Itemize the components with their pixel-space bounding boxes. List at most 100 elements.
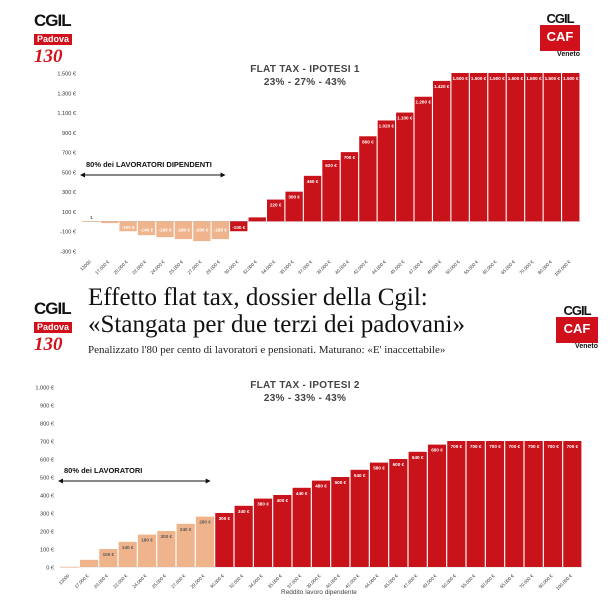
chart2-xtick-label: 34.000 € — [248, 573, 264, 589]
chart2-xtick-label: 40.000 € — [325, 573, 341, 589]
chart2-value-label: 180 € — [141, 538, 153, 543]
chart1-xtick-label: 32.000 € — [242, 259, 258, 275]
chart2-bar — [427, 444, 447, 567]
chart2-bar — [215, 513, 234, 567]
chart1-value-label: 300 € — [288, 195, 300, 200]
chart2-xtick-label: 65.000 € — [499, 573, 515, 589]
chart2-bar — [543, 441, 563, 567]
chart1-xtick-label: 34.000 € — [260, 259, 276, 275]
chart2-ytick-label: 900 € — [40, 404, 55, 410]
chart2-xtick-label: 25.000 € — [151, 573, 167, 589]
chart1-ytick-label: 700 € — [62, 151, 77, 157]
chart2-xtick-label: 13000 — [58, 573, 71, 586]
chart1-bar — [359, 136, 377, 222]
chart1-value-label: 1.500 € — [508, 76, 524, 81]
chart1-xtick-label: 60.000 € — [482, 259, 498, 275]
chart2-bar — [99, 549, 118, 567]
chart1-svg: -300 € -100 € 100 € 300 € 500 € 700 € 900 € 1.1… — [57, 72, 580, 277]
chart1-ytick-label: 300 € — [62, 190, 77, 196]
chart2-value-label: 700 € — [528, 444, 540, 449]
chart1-xtick-label: 39.000 € — [316, 259, 332, 275]
chart2-ytick-label: 0 € — [46, 566, 55, 572]
chart2-xtick-label: 42.000 € — [344, 573, 360, 589]
chart1-xtick-label: 17.000 € — [94, 259, 110, 275]
chart2-xtick-label: 100.000 € — [555, 573, 573, 591]
chart1-xtick-label: 20.000 € — [113, 259, 129, 275]
chart1-value-label: -100 € — [122, 225, 135, 230]
chart2-xtick-label: 55.000 € — [460, 573, 476, 589]
chart2-value-label: 200 € — [161, 534, 173, 539]
chart2-xtick-label: 44.000 € — [364, 573, 380, 589]
chart2-ytick-label: 100 € — [40, 548, 55, 554]
chart2-value-label: 680 € — [431, 448, 443, 453]
chart1-bar — [100, 221, 119, 224]
chart2-value-label: 380 € — [257, 502, 269, 507]
chart1-xtick-label: 65.000 € — [500, 259, 516, 275]
chart2-bar — [273, 495, 292, 567]
chart2-ytick-label: 400 € — [40, 494, 55, 500]
chart1-ytick-label: -300 € — [60, 250, 77, 256]
chart1-xtick-label: 35.000 € — [279, 259, 295, 275]
chart2-subtitle: 23% - 33% - 43% — [263, 393, 347, 404]
chart2-bar — [60, 567, 79, 568]
chart2-bar — [253, 498, 273, 567]
chart2-xtick-label: 35.000 € — [267, 573, 283, 589]
chart2-value-label: 700 € — [547, 444, 559, 449]
chart1-value-label: -180 € — [177, 227, 190, 232]
chart1-value-label: 1.500 € — [489, 76, 505, 81]
chart1-value-label: -18 € — [104, 217, 115, 222]
chart1-ytick-label: 1.100 € — [57, 111, 77, 117]
chart1-value-label: 860 € — [362, 139, 374, 144]
chart1-bar — [119, 221, 137, 232]
chart1-value-label: 460 € — [307, 179, 319, 184]
chart1-annotation-text: 80% dei LAVORATORI DIPENDENTI — [86, 160, 212, 169]
chart2-xtick-label: 39.000 € — [306, 573, 322, 589]
chart2-value-label: 700 € — [489, 444, 501, 449]
chart1-bar — [322, 160, 340, 222]
chart2-bar — [157, 531, 176, 567]
chart2-bar — [447, 441, 466, 567]
chart2-xtick-label: 20.000 € — [93, 573, 109, 589]
caf-logo-box-mid: CAF — [556, 317, 598, 343]
chart1-xtick-label: 44.000 € — [371, 259, 387, 275]
chart1-xtick-label: 45.000 € — [389, 259, 405, 275]
chart2-value-label: 480 € — [315, 484, 327, 489]
chart2-value-label: 600 € — [393, 462, 405, 467]
chart2-ytick-label: 700 € — [40, 440, 55, 446]
chart1-bar — [230, 221, 248, 232]
chart2-xtick-label: 30.000 € — [209, 573, 225, 589]
chart1-value-label: -140 € — [140, 227, 153, 232]
chart1-annotation-arrowhead-left — [80, 172, 85, 178]
chart1-xtick-label: 49.000 € — [426, 259, 442, 275]
chart2-bar — [195, 516, 215, 567]
chart1-xtick-label: 25.000 € — [168, 259, 184, 275]
caf-logo-veneto-text: Veneto — [557, 51, 580, 58]
chart2-xtick-label: 60.000 € — [480, 573, 496, 589]
chart1-bar — [137, 221, 156, 236]
logo-cgil-text-mid: CGIL — [34, 299, 72, 318]
chart2-xtick-label: 80.000 € — [538, 573, 554, 589]
chart2-xtick-label: 70.000 € — [518, 573, 534, 589]
chart2-bar — [79, 559, 99, 567]
chart1-xtick-label: 50.000 € — [445, 259, 461, 275]
chart1-bar — [451, 73, 469, 222]
chart1-value-label: 1.100 € — [397, 116, 413, 121]
chart1-bar — [469, 73, 488, 222]
chart2-xtick-label: 29.000 € — [190, 573, 206, 589]
chart1-ytick-label: 1.500 € — [57, 72, 77, 78]
chart2-bar — [292, 487, 311, 567]
chart2-ytick-label: 200 € — [40, 530, 55, 536]
chart1-ytick-label: 900 € — [62, 131, 77, 137]
chart1-bar — [396, 112, 414, 222]
chart1-xtick-label: 80.000 € — [537, 259, 553, 275]
chart1-bar — [285, 191, 303, 222]
chart2-bar — [311, 480, 331, 567]
logo-cgil-text: CGIL — [34, 11, 72, 30]
chart2-value-label: 340 € — [238, 509, 250, 514]
chart2-bar — [176, 523, 195, 567]
chart2-value-label: 240 € — [180, 527, 192, 532]
cgil-padova-logo-mid: CGIL Padova 130 — [34, 300, 84, 354]
chart1-xtick-label: 27.000 € — [186, 259, 202, 275]
chart1-xtick-label: 47.000 € — [408, 259, 424, 275]
cgil-padova-logo-top: CGIL Padova 130 — [34, 12, 84, 66]
